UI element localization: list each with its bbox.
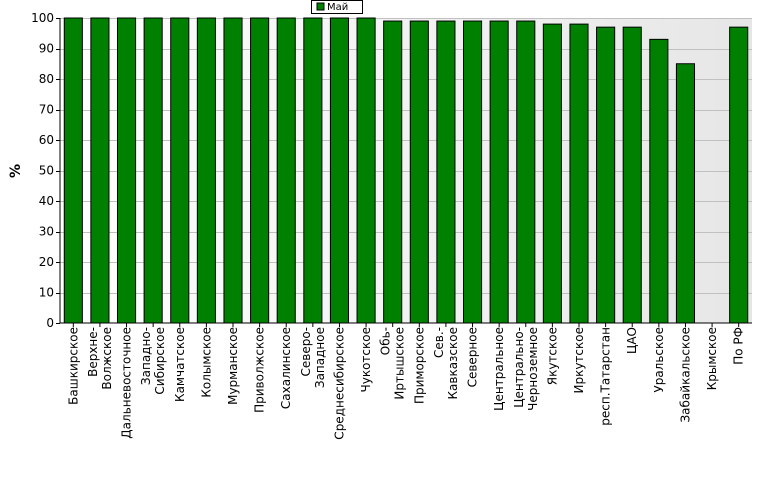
- bar: [383, 20, 403, 324]
- legend: Май: [311, 0, 363, 14]
- bar: [329, 17, 350, 324]
- x-tick-label: Северное: [466, 327, 480, 387]
- x-tick-label: Западное: [313, 327, 327, 388]
- x-tick-label: Центрально-: [512, 327, 526, 408]
- bar: [250, 17, 270, 324]
- x-tick-label: Верхне-: [86, 327, 100, 377]
- x-tick-label: Среднесибирское: [332, 327, 346, 440]
- y-tick-label: 50: [39, 164, 54, 178]
- y-tick-label: 70: [39, 103, 54, 117]
- bar: [90, 17, 110, 324]
- bar: [462, 20, 483, 324]
- x-tick-label: Приморское: [412, 327, 426, 404]
- y-tick-label: 20: [39, 255, 54, 269]
- bar: [489, 20, 509, 324]
- bars: [63, 17, 749, 324]
- y-tick-label: 90: [39, 42, 54, 56]
- bar: [303, 17, 323, 324]
- bar: [276, 17, 296, 324]
- x-tick-label: Приволжское: [253, 327, 267, 413]
- bar: [63, 17, 83, 324]
- bar: [436, 20, 456, 324]
- x-tick-label: Сибирское: [153, 327, 167, 395]
- x-tick-label: Волжское: [100, 327, 114, 390]
- legend-swatch-may: [316, 2, 325, 11]
- legend-label-may: Май: [327, 2, 348, 13]
- bar: [409, 20, 429, 324]
- y-tick-label: 40: [39, 194, 54, 208]
- x-tick-label: Центральное: [492, 327, 506, 411]
- x-tick-label: Западно-: [139, 327, 153, 385]
- x-tick-label: Забайкальское: [678, 327, 692, 423]
- x-tick-labels: Башкирское Верхне- Волжское Дальневосточное…: [66, 323, 746, 440]
- x-tick-label: респ.Татарстан: [599, 327, 613, 426]
- x-tick-label: Камчатское: [173, 327, 187, 402]
- bar: [649, 38, 669, 324]
- x-tick-label: Кавказское: [446, 327, 460, 400]
- x-tick-label: Обь-: [379, 327, 393, 355]
- y-tick-label: 10: [39, 286, 54, 300]
- bar: [196, 17, 216, 324]
- x-tick-label: ЦАО: [625, 327, 639, 354]
- x-tick-label: Иркутское: [572, 327, 586, 394]
- bar: [622, 26, 642, 324]
- x-tick-label: Якутское: [545, 327, 559, 385]
- x-tick-label: Иртышское: [393, 327, 407, 400]
- bar: [170, 17, 190, 324]
- bar: [516, 20, 536, 324]
- x-tick-label: Сев.-: [432, 327, 446, 358]
- y-tick-label: 100: [31, 11, 54, 25]
- y-tick-label: 60: [39, 133, 54, 147]
- bar: [143, 17, 163, 324]
- x-tick-label: Чукотское: [359, 327, 373, 392]
- bar: [542, 23, 562, 324]
- x-tick-label: Уральское: [652, 327, 666, 393]
- bar: [729, 26, 749, 324]
- x-tick-label: Северо-: [299, 327, 313, 377]
- bar: [116, 17, 137, 324]
- y-tick-label: 30: [39, 225, 54, 239]
- x-tick-label: Черноземное: [526, 327, 540, 411]
- x-tick-label: Мурманское: [226, 327, 240, 405]
- x-tick-label: Сахалинское: [279, 327, 293, 409]
- x-tick-label: Дальневосточное: [120, 327, 134, 439]
- bar: [596, 26, 616, 324]
- axes: [59, 18, 752, 324]
- y-tick-label: 0: [46, 316, 54, 330]
- x-tick-label: Башкирское: [66, 327, 80, 405]
- plot-background: [60, 18, 752, 323]
- x-tick-label: По РФ: [732, 327, 746, 365]
- bar: [569, 23, 589, 324]
- y-tick-labels: 0 10 20 30 40 50 60 70 80 90 100: [31, 11, 60, 330]
- bar: [223, 17, 243, 324]
- bar: [675, 63, 696, 324]
- x-tick-label: Крымское: [705, 327, 719, 390]
- y-axis-label: %: [8, 164, 24, 178]
- x-tick-label: Колымское: [199, 327, 213, 398]
- y-tick-label: 80: [39, 72, 54, 86]
- bar: [356, 17, 376, 324]
